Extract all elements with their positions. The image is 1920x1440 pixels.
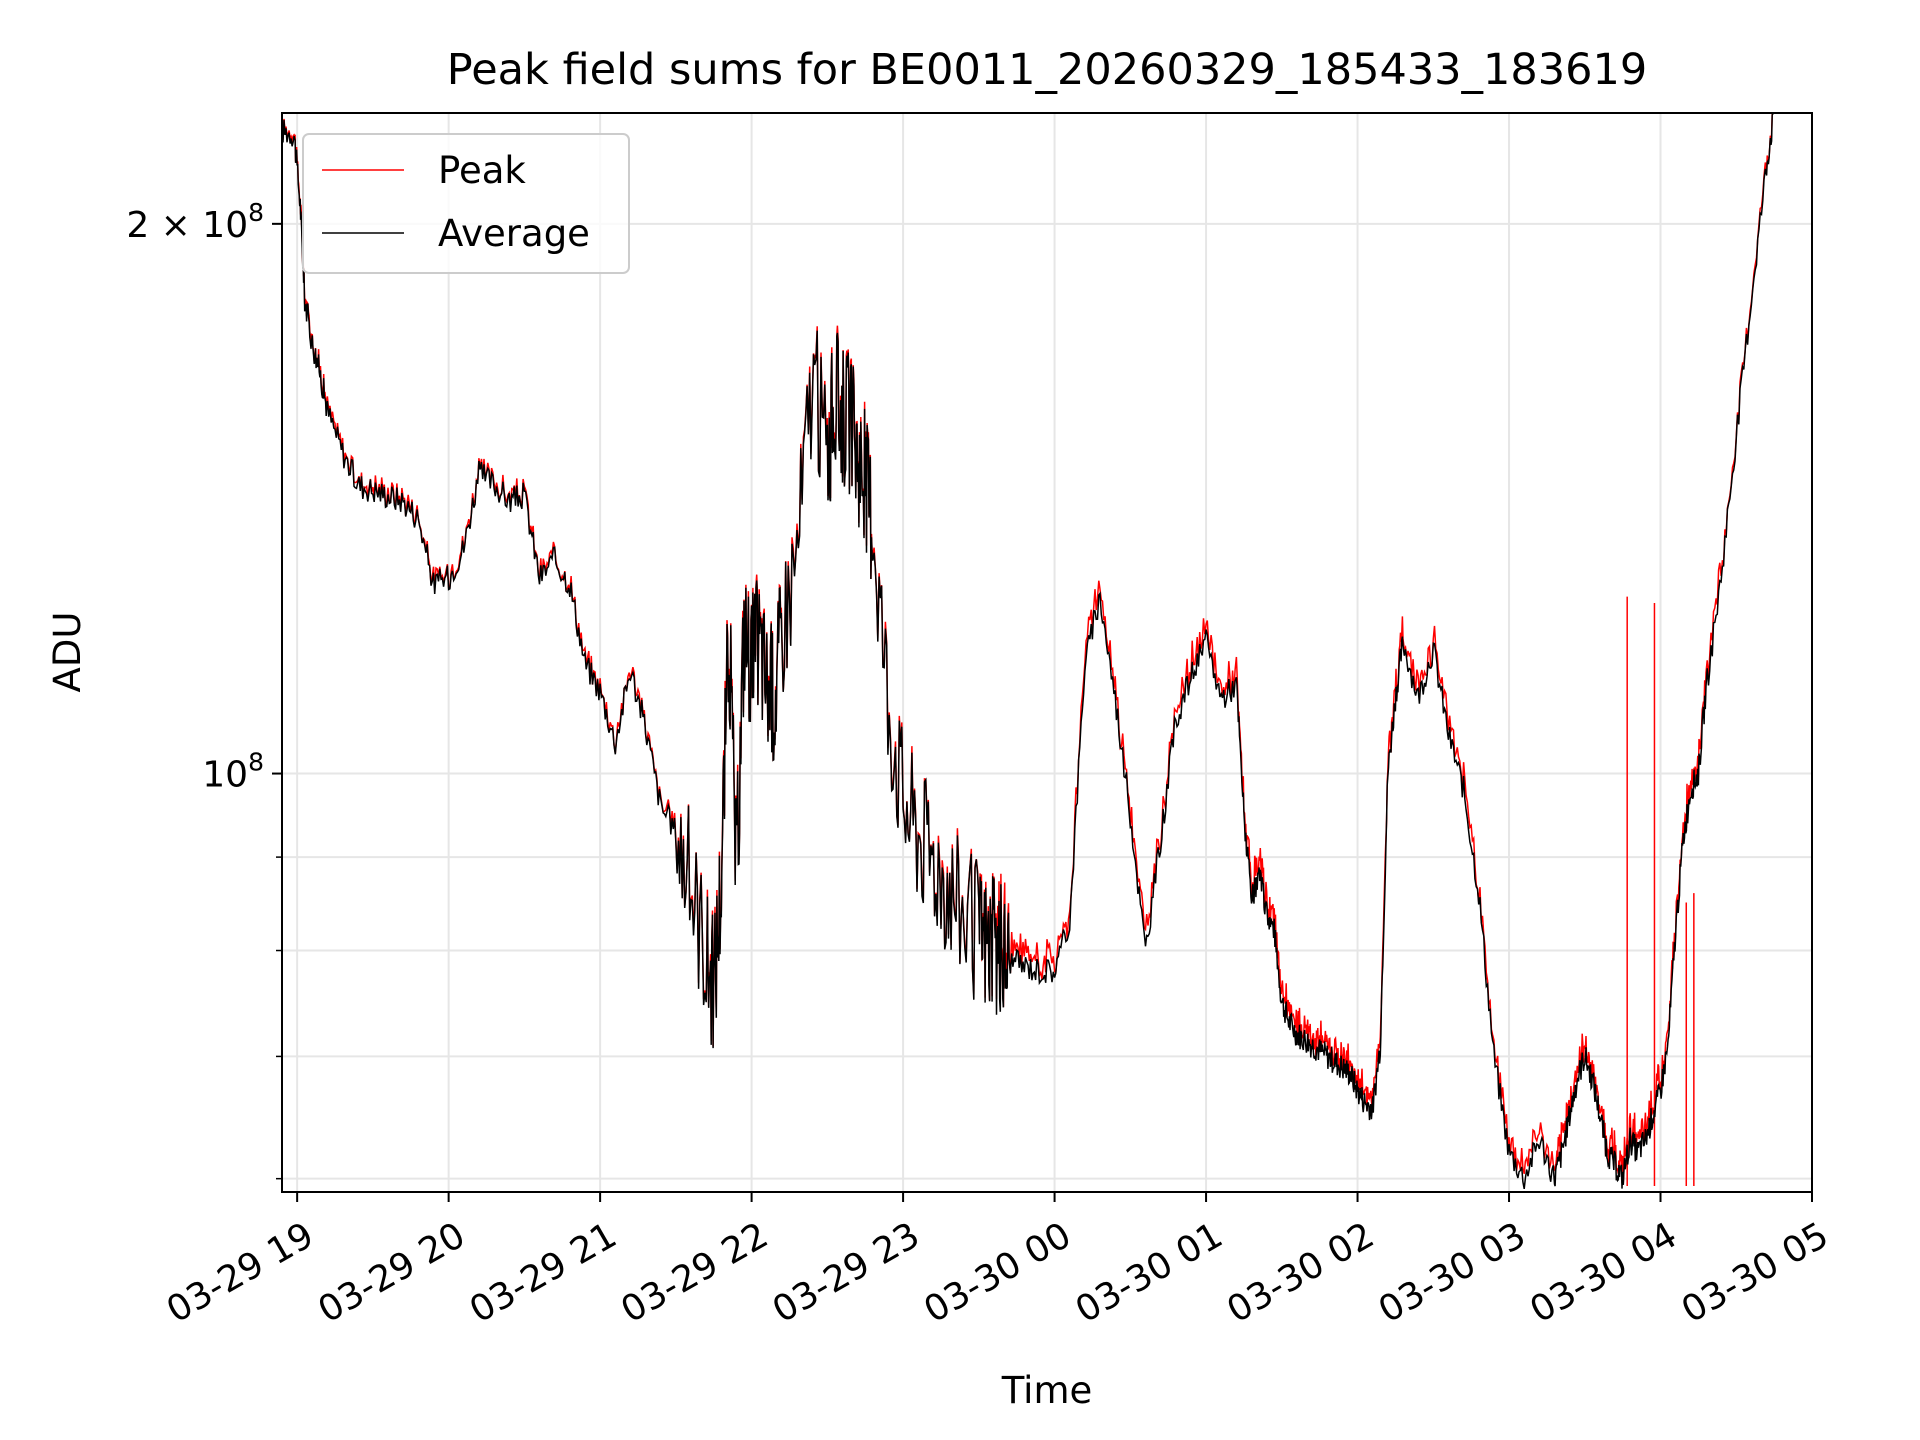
legend: Peak Average — [302, 133, 630, 274]
y-tick-label-0: 108 — [202, 748, 264, 796]
legend-peak-label: Peak — [438, 149, 526, 192]
x-axis-label: Time — [1001, 1369, 1093, 1412]
y-axis-label: ADU — [46, 612, 89, 693]
plot-frame — [281, 112, 1813, 1193]
chart-title: Peak field sums for BE0011_20260329_1854… — [447, 45, 1647, 95]
plot-area — [281, 112, 1775, 1190]
legend-box — [302, 133, 630, 274]
legend-average-label: Average — [438, 212, 590, 255]
y-tick-label-1: 2 × 108 — [126, 198, 264, 246]
y-axis: 108 2 × 108 — [126, 198, 282, 1180]
series-average-line — [281, 112, 1775, 1190]
